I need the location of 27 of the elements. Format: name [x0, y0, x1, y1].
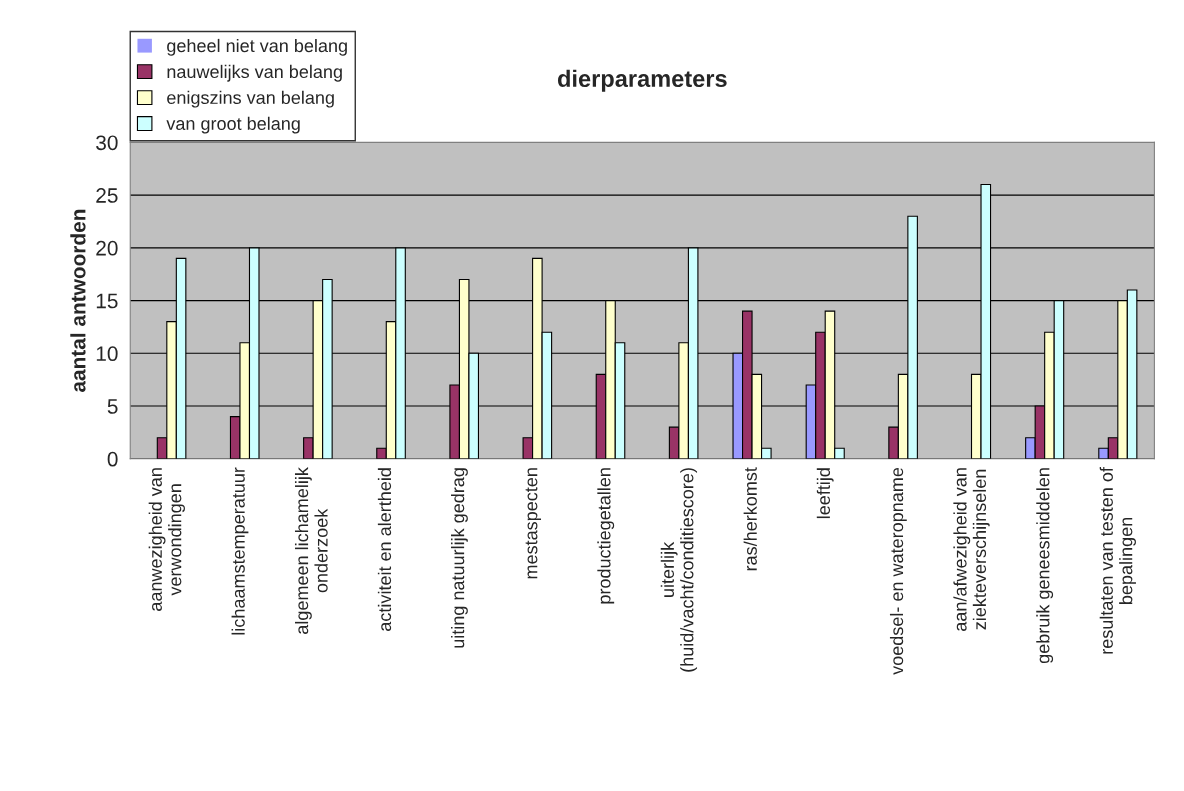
x-tick-label: productiegetallen — [597, 468, 615, 604]
x-tick-label: uiterlijk (huid/vacht/conditiescore) — [660, 468, 698, 672]
chart-title: dierparameters — [557, 69, 727, 92]
y-tick-label: 25 — [96, 188, 118, 203]
y-tick-label: 0 — [107, 451, 118, 467]
x-tick-label: lichaamstemperatuur — [231, 467, 249, 635]
legend-label: enigszins van belang — [167, 90, 334, 108]
x-tick-label: uiting natuurlijk gedrag — [451, 468, 468, 648]
x-tick-label: algemeen lichamelijk onderzoek — [294, 467, 328, 634]
legend-label: geheel niet van belang — [167, 38, 347, 56]
x-tick-label: ras/herkomst — [743, 467, 757, 571]
x-tick-label: voedsel- en wateropname — [889, 467, 907, 675]
y-tick-label: 30 — [96, 135, 118, 151]
legend-label: nauwelijks van belang — [167, 64, 342, 82]
y-tick-label: 10 — [96, 346, 118, 362]
y-axis-title: aantal antwoorden — [70, 209, 86, 392]
y-tick-label: 5 — [107, 399, 118, 414]
x-tick-label: leeftijd — [816, 468, 834, 519]
legend-label: van groot belang — [166, 116, 300, 134]
x-tick-label: mestaspecten — [525, 468, 541, 579]
y-tick-label: 20 — [96, 240, 118, 256]
x-tick-label: gebruik geneesmiddelen — [1036, 468, 1054, 664]
x-tick-label: aanwezigheid van verwondingen — [148, 468, 185, 611]
y-tick-label: 15 — [96, 293, 118, 309]
x-tick-label: resultaten van testen of bepalingen — [1099, 467, 1136, 654]
x-tick-label: activiteit en alertheid — [377, 468, 392, 631]
x-tick-label: aan/afwezigheid van ziekteverschijnselen — [953, 468, 990, 631]
